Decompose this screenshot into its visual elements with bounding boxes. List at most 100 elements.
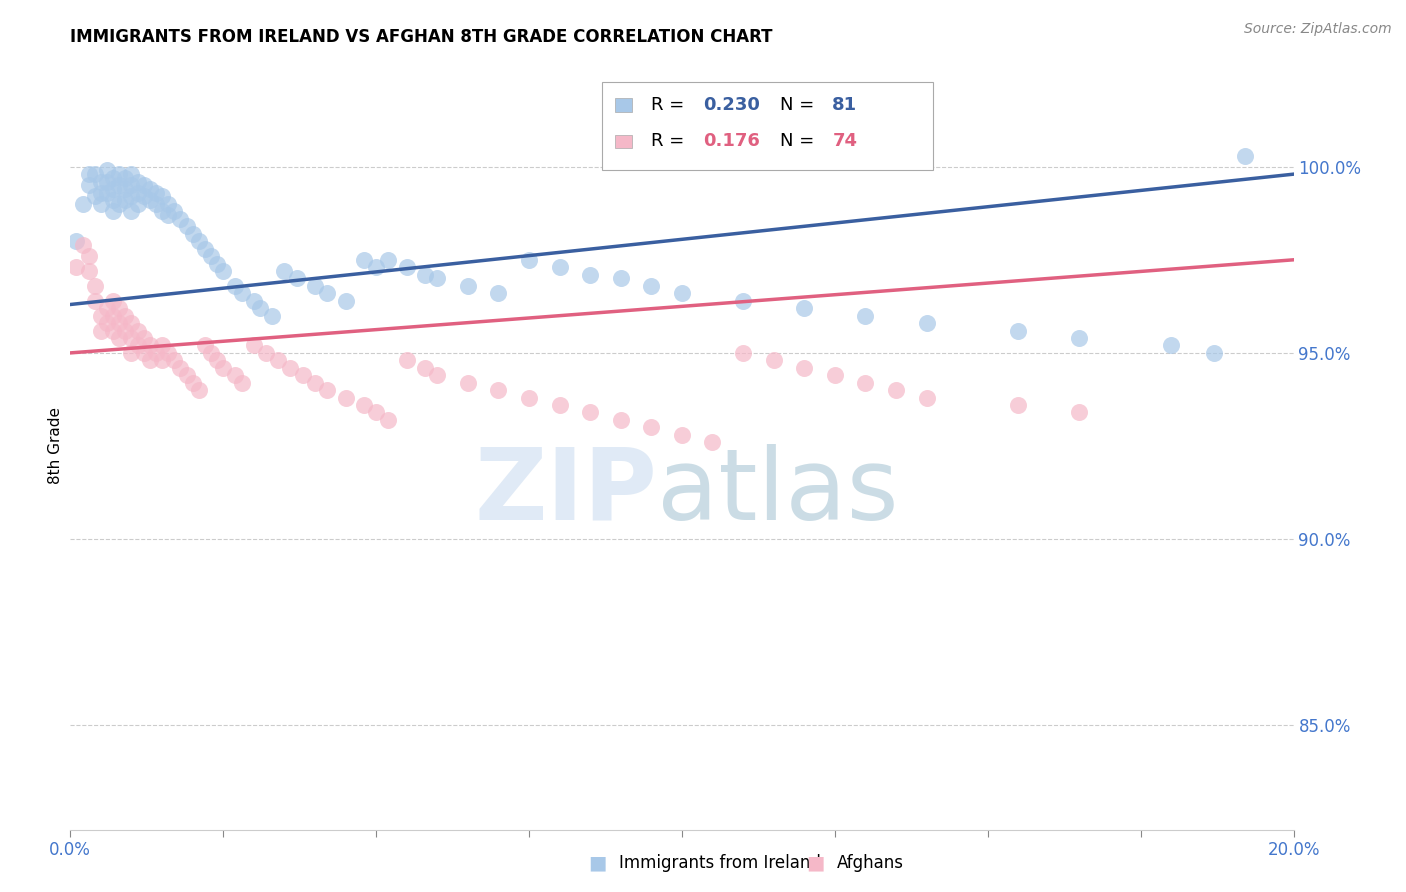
Point <box>671 427 693 442</box>
Point <box>108 197 131 211</box>
Point <box>205 256 228 270</box>
Point <box>200 346 222 360</box>
Point <box>163 353 186 368</box>
Point <box>101 204 124 219</box>
Point <box>114 182 136 196</box>
Point <box>366 405 388 419</box>
Text: Afghans: Afghans <box>837 855 904 872</box>
Point <box>83 167 105 181</box>
Text: ■: ■ <box>806 854 825 872</box>
Point <box>114 309 136 323</box>
Point <box>231 376 253 390</box>
Point <box>139 182 162 196</box>
Point <box>108 167 131 181</box>
Point <box>108 178 131 193</box>
Point <box>285 271 308 285</box>
Point <box>579 268 602 282</box>
Point <box>353 398 375 412</box>
Point <box>150 189 173 203</box>
Text: Source: ZipAtlas.com: Source: ZipAtlas.com <box>1244 22 1392 37</box>
Point <box>548 398 571 412</box>
Point <box>127 338 149 352</box>
Point <box>157 197 180 211</box>
Point <box>181 376 204 390</box>
Point <box>733 293 755 308</box>
Point <box>121 178 143 193</box>
Point <box>793 301 815 316</box>
Point <box>90 197 112 211</box>
Point <box>139 193 162 207</box>
Point <box>205 353 228 368</box>
Point <box>1069 405 1091 419</box>
Point <box>1007 398 1029 412</box>
Point <box>176 219 198 234</box>
Text: 81: 81 <box>832 95 858 113</box>
Point <box>262 309 284 323</box>
Point <box>1233 148 1256 162</box>
Point <box>395 260 418 275</box>
Point <box>671 286 693 301</box>
Point <box>157 208 180 222</box>
Point <box>304 376 326 390</box>
Point <box>640 278 662 293</box>
Point <box>96 175 118 189</box>
Point <box>96 316 118 330</box>
Point <box>254 346 277 360</box>
Point <box>176 368 198 383</box>
FancyBboxPatch shape <box>602 81 932 169</box>
Point <box>101 309 124 323</box>
Point <box>145 346 167 360</box>
Point <box>377 252 399 267</box>
Point <box>457 376 479 390</box>
Point <box>77 178 100 193</box>
Point <box>1069 331 1091 345</box>
Point <box>96 163 118 178</box>
Point <box>304 278 326 293</box>
Text: R =: R = <box>651 95 690 113</box>
Text: Immigrants from Ireland: Immigrants from Ireland <box>619 855 821 872</box>
Point <box>127 186 149 200</box>
Point <box>610 413 633 427</box>
Point <box>212 264 235 278</box>
Point <box>335 293 357 308</box>
Point <box>77 167 100 181</box>
Text: N =: N = <box>780 95 820 113</box>
Text: ■: ■ <box>588 854 607 872</box>
Point <box>101 182 124 196</box>
Point <box>915 391 938 405</box>
Point <box>108 316 131 330</box>
Point <box>101 293 124 308</box>
Point <box>884 383 907 397</box>
Point <box>548 260 571 275</box>
Point <box>855 309 877 323</box>
Point <box>335 391 357 405</box>
Point <box>83 189 105 203</box>
Point <box>132 178 155 193</box>
Point <box>121 331 143 345</box>
Point <box>132 189 155 203</box>
Point <box>83 293 105 308</box>
Point <box>114 193 136 207</box>
Point <box>150 204 173 219</box>
Point <box>121 346 143 360</box>
Point <box>243 338 266 352</box>
Point <box>108 301 131 316</box>
Point <box>157 346 180 360</box>
Point <box>579 405 602 419</box>
Point <box>96 186 118 200</box>
Point <box>224 368 246 383</box>
Point <box>517 391 540 405</box>
Point <box>824 368 846 383</box>
Point <box>855 376 877 390</box>
Text: IMMIGRANTS FROM IRELAND VS AFGHAN 8TH GRADE CORRELATION CHART: IMMIGRANTS FROM IRELAND VS AFGHAN 8TH GR… <box>70 28 773 45</box>
Point <box>194 338 217 352</box>
Point <box>915 316 938 330</box>
Point <box>395 353 418 368</box>
Point <box>273 264 295 278</box>
Text: 74: 74 <box>832 132 858 151</box>
Point <box>121 167 143 181</box>
Point <box>65 234 87 248</box>
Point <box>457 278 479 293</box>
Text: atlas: atlas <box>658 443 898 541</box>
FancyBboxPatch shape <box>614 98 633 112</box>
